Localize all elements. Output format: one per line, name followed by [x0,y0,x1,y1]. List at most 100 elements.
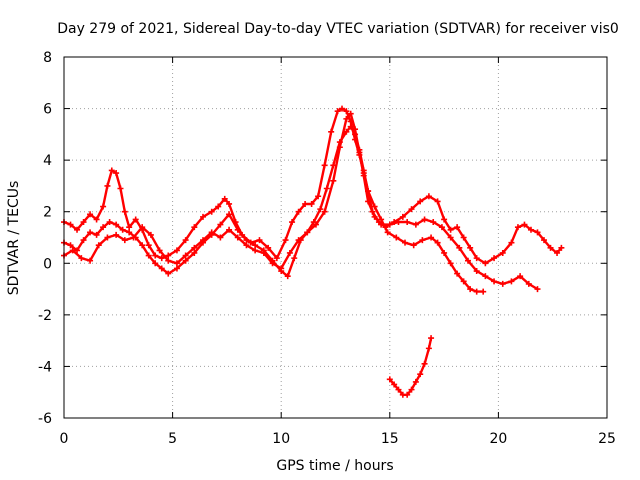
data-point [208,208,215,215]
data-point [534,286,541,293]
x-tick-label: 15 [381,431,399,447]
series-track-c [61,110,541,293]
data-point [412,378,419,385]
data-point [441,216,448,223]
data-point [386,376,393,383]
data-point [514,224,521,231]
y-tick-label: -2 [38,308,52,324]
data-point [347,123,354,130]
data-point [87,229,94,236]
data-point [260,249,267,256]
y-tick-label: 0 [43,256,52,272]
data-point [191,249,198,256]
data-point [508,239,515,246]
data-point [93,216,100,223]
data-point [234,226,241,233]
data-point [158,265,165,272]
data-point [145,252,152,259]
data-point [93,231,100,238]
data-point [393,234,400,241]
data-point [336,144,343,151]
data-point [315,193,322,200]
data-point [265,244,272,251]
data-point [119,226,126,233]
data-point [173,260,180,267]
data-point [208,229,215,236]
data-point [343,115,350,122]
data-point [182,257,189,264]
data-point [113,170,120,177]
data-point [87,257,94,264]
data-point [74,226,81,233]
data-point [295,208,302,215]
data-point [80,237,87,244]
data-point [428,335,435,342]
data-point [200,213,207,220]
y-tick-label: 6 [43,102,52,118]
data-point [100,203,107,210]
data-point [321,208,328,215]
data-point [269,260,276,267]
y-tick-label: 2 [43,205,52,221]
data-point [217,234,224,241]
data-point [126,224,133,231]
data-point [226,200,233,207]
data-point [473,288,480,295]
data-point [339,105,346,112]
data-point [67,221,74,228]
data-point [395,219,402,226]
y-tick-label: 8 [43,50,52,66]
data-point [286,249,293,256]
data-point [334,108,341,115]
data-point [558,244,565,251]
data-point [456,244,463,251]
data-point [304,229,311,236]
y-tick-label: 4 [43,153,52,169]
data-point [284,273,291,280]
data-point [404,391,411,398]
data-point [226,226,233,233]
data-point [347,110,354,117]
data-point [132,216,139,223]
data-point [302,200,309,207]
y-axis-label: SDTVAR / TECUs [6,181,22,296]
data-point [113,221,120,228]
data-point [525,280,532,287]
data-point [527,226,534,233]
data-point [421,216,428,223]
data-point [215,203,222,210]
data-point [460,278,467,285]
data-point [499,280,506,287]
data-point [323,185,330,192]
data-point [491,278,498,285]
data-point [384,229,391,236]
data-point [352,126,359,133]
x-tick-label: 5 [168,431,177,447]
data-point [547,244,554,251]
data-point [282,237,289,244]
data-point [378,216,385,223]
data-point [408,386,415,393]
data-point [447,226,454,233]
data-point [425,345,432,352]
x-tick-label: 0 [60,431,69,447]
data-point [108,167,115,174]
data-point [221,195,228,202]
data-point [291,255,298,262]
x-axis-label: GPS time / hours [276,458,393,474]
tick-layer: 0 5 10 15 20 25 -6 -4 -2 0 2 4 6 8 [38,50,616,447]
x-tick-label: 20 [489,431,507,447]
data-point [121,237,128,244]
data-point [321,162,328,169]
series-track-a [61,105,565,267]
data-point [356,149,363,156]
data-point [173,247,180,254]
data-point [365,198,372,205]
data-point [87,211,94,218]
data-point [200,237,207,244]
data-point [425,193,432,200]
data-point [441,249,448,256]
data-point [165,252,172,259]
data-point [312,221,319,228]
data-point [467,286,474,293]
